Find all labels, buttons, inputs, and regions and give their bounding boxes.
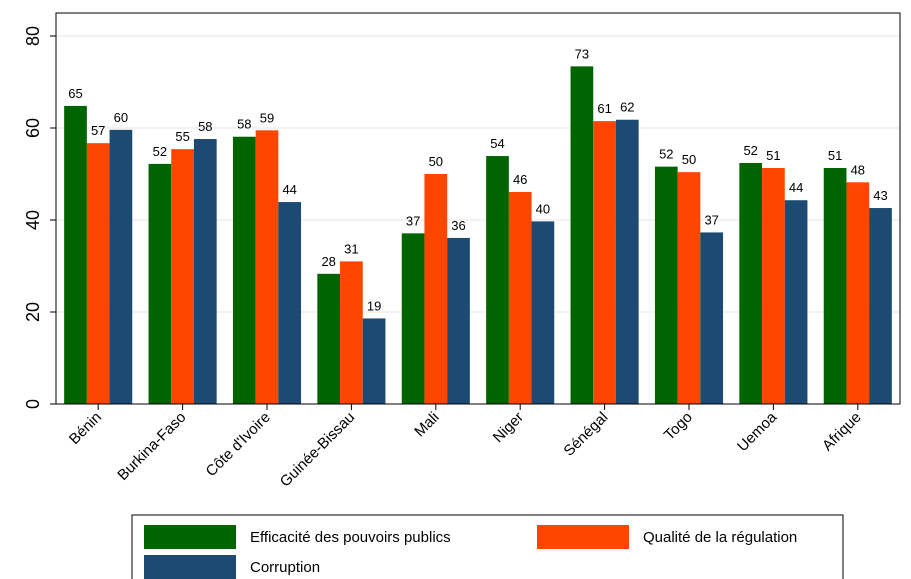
data-label: 61 (597, 101, 611, 116)
x-tick-label: Côte d'Ivoire (203, 409, 274, 480)
legend-label: Corruption (250, 559, 320, 576)
plot-frame (55, 12, 901, 405)
x-tick-label: Togo (661, 409, 696, 444)
x-tick-label: Burkina-Faso (114, 409, 189, 484)
y-tick-label: 0 (23, 399, 43, 409)
data-label: 40 (536, 201, 550, 216)
legend-box (131, 514, 844, 579)
bar (232, 136, 256, 405)
legend-swatch (144, 555, 236, 579)
y-tick-label: 40 (23, 210, 43, 230)
data-label: 57 (91, 123, 105, 138)
data-label: 60 (114, 110, 128, 125)
legend-label: Qualité de la régulation (643, 529, 797, 546)
data-label: 51 (766, 148, 780, 163)
data-label: 51 (828, 148, 842, 163)
bar (317, 273, 341, 404)
data-label: 62 (620, 100, 634, 115)
bar (193, 139, 217, 405)
x-tick-label: Uemoa (734, 408, 781, 455)
legend-swatch (537, 525, 629, 549)
data-label: 28 (321, 254, 335, 269)
bar (739, 162, 763, 404)
bar (869, 208, 892, 404)
bar (109, 129, 133, 404)
data-label: 73 (575, 46, 589, 61)
bar (340, 261, 363, 404)
data-label: 37 (406, 213, 420, 228)
x-tick-label: Bénin (66, 409, 105, 448)
x-tick-label: Guinée-Bissau (277, 409, 359, 491)
data-label: 58 (198, 119, 212, 134)
x-tick-label: Mali (411, 409, 442, 440)
y-axis: 0 20 40 60 80 (23, 26, 56, 409)
bar (823, 168, 847, 404)
bar (64, 105, 87, 405)
bar (784, 200, 808, 404)
bar (401, 233, 425, 404)
y-tick-label: 80 (23, 26, 43, 46)
legend-swatch (144, 525, 236, 549)
bar (677, 172, 701, 404)
data-label: 55 (175, 129, 189, 144)
bar (255, 130, 279, 405)
x-axis: Bénin Burkina-Faso Côte d'Ivoire Guinée-Bis… (66, 404, 865, 490)
y-tick-label: 20 (23, 302, 43, 322)
bar (424, 174, 448, 404)
x-tick-label: Niger (490, 409, 527, 446)
data-label: 50 (682, 152, 696, 167)
bar (531, 221, 555, 404)
bar (508, 191, 532, 404)
bar (846, 182, 870, 404)
bar (570, 66, 594, 405)
data-label: 46 (513, 172, 527, 187)
legend: Efficacité des pouvoirs publics Qualité d… (131, 514, 844, 579)
bar (700, 232, 724, 404)
bar (362, 318, 386, 404)
data-label: 37 (704, 212, 718, 227)
data-label: 43 (873, 188, 887, 203)
data-label: 65 (68, 86, 82, 101)
data-label: 44 (282, 182, 296, 197)
data-label: 19 (367, 298, 381, 313)
bar (171, 149, 194, 404)
data-label: 31 (344, 241, 358, 256)
bar (593, 121, 616, 404)
bar (762, 168, 785, 404)
bar (278, 202, 302, 404)
bar (486, 156, 509, 404)
data-label: 48 (851, 162, 865, 177)
bar (615, 119, 639, 404)
y-tick-label: 60 (23, 118, 43, 138)
data-label: 52 (153, 144, 167, 159)
data-label: 52 (743, 143, 757, 158)
data-label: 58 (237, 117, 251, 132)
data-labels: 65 57 60 52 55 58 58 59 44 28 31 19 37 50 36 54 46 40 73 61… (68, 46, 887, 313)
data-label: 36 (451, 218, 465, 233)
data-label: 52 (659, 147, 673, 162)
data-label: 54 (490, 136, 504, 151)
bar (654, 166, 678, 404)
bar (447, 237, 470, 404)
data-label: 59 (260, 110, 274, 125)
x-tick-label: Afrique (819, 409, 865, 455)
bar (86, 143, 110, 404)
x-tick-label: Sénégal (560, 409, 611, 460)
data-label: 44 (789, 180, 803, 195)
bar (148, 163, 172, 404)
bars (64, 66, 892, 405)
legend-label: Efficacité des pouvoirs publics (250, 529, 451, 546)
data-label: 50 (429, 154, 443, 169)
